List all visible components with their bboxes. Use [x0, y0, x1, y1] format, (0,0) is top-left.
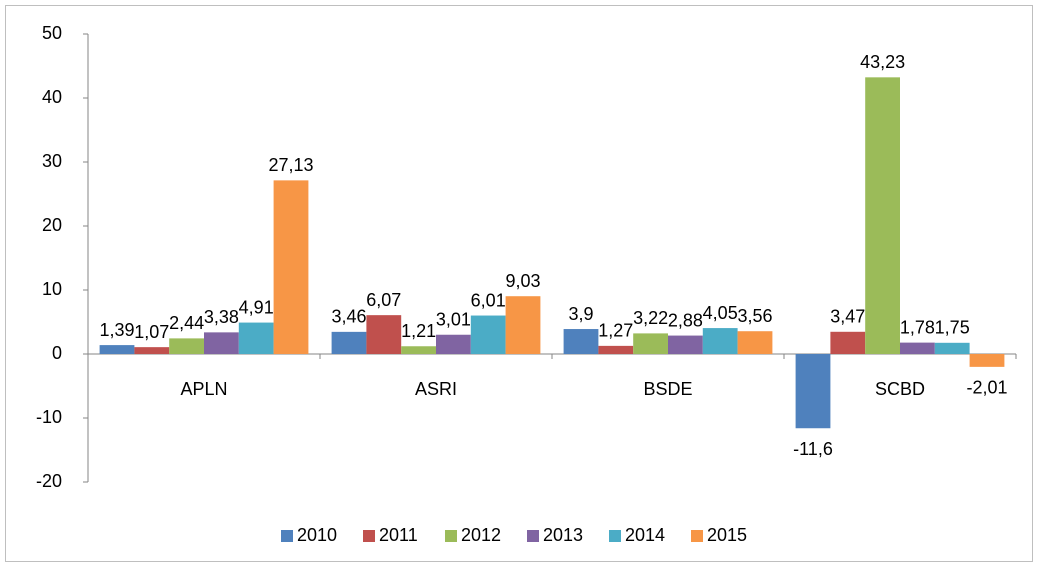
- y-tick-label: 40: [42, 87, 62, 107]
- legend-swatch: [691, 530, 703, 542]
- data-label: 3,38: [204, 307, 239, 327]
- legend-swatch: [527, 530, 539, 542]
- bar: [273, 180, 309, 354]
- x-tick-label: ASRI: [415, 379, 457, 399]
- data-label: 3,22: [633, 308, 668, 328]
- data-label: 1,39: [99, 320, 134, 340]
- bar: [401, 346, 436, 354]
- bar: [737, 331, 773, 354]
- legend-label: 2015: [707, 525, 747, 545]
- bar: [830, 331, 866, 354]
- legend-swatch: [609, 530, 621, 542]
- bar: [900, 342, 935, 354]
- chart-frame: [5, 5, 1033, 562]
- data-label: 3,46: [331, 307, 366, 327]
- legend-label: 2014: [625, 525, 665, 545]
- data-label: 6,07: [366, 290, 401, 310]
- bar: [238, 322, 274, 354]
- data-label: 4,91: [239, 297, 274, 317]
- data-label: 1,75: [935, 318, 970, 338]
- legend-label: 2013: [543, 525, 583, 545]
- data-label: 3,47: [830, 307, 865, 327]
- bar: [969, 354, 1005, 367]
- x-tick-label: APLN: [180, 379, 227, 399]
- bar: [668, 335, 703, 354]
- legend-label: 2010: [297, 525, 337, 545]
- data-label: 3,9: [568, 304, 593, 324]
- data-label: -2,01: [966, 378, 1007, 398]
- data-label: 43,23: [860, 52, 905, 72]
- x-tick-label: BSDE: [643, 379, 692, 399]
- bar: [795, 354, 831, 429]
- bar: [436, 334, 471, 354]
- legend-swatch: [445, 530, 457, 542]
- data-label: 1,78: [900, 317, 935, 337]
- legend-swatch: [281, 530, 293, 542]
- data-label: 9,03: [505, 271, 540, 291]
- y-tick-label: 20: [42, 215, 62, 235]
- legend-swatch: [363, 530, 375, 542]
- bar: [598, 345, 634, 354]
- data-label: 2,44: [169, 313, 204, 333]
- data-label: 27,13: [268, 155, 313, 175]
- x-tick-label: SCBD: [875, 379, 925, 399]
- bar: [633, 333, 668, 354]
- data-label: 3,56: [737, 306, 772, 326]
- data-label: 2,88: [668, 310, 703, 330]
- y-tick-label: 50: [42, 23, 62, 43]
- data-label: 1,27: [598, 321, 633, 341]
- y-tick-label: 30: [42, 151, 62, 171]
- y-tick-label: 10: [42, 279, 62, 299]
- bar: [366, 315, 402, 354]
- bar: [563, 329, 599, 354]
- y-tick-label: 0: [52, 343, 62, 363]
- bar: [934, 342, 970, 354]
- data-label: 1,21: [401, 321, 436, 341]
- legend-label: 2012: [461, 525, 501, 545]
- data-label: -11,6: [793, 439, 833, 459]
- y-tick-label: -20: [36, 471, 62, 491]
- data-label: 1,07: [134, 322, 169, 342]
- bar: [470, 315, 506, 354]
- bar: [505, 296, 541, 354]
- legend-label: 2011: [379, 525, 418, 545]
- bar: [169, 338, 204, 354]
- data-label: 4,05: [703, 303, 738, 323]
- y-tick-label: -10: [36, 407, 62, 427]
- data-label: 3,01: [436, 309, 471, 329]
- bar: [702, 328, 738, 354]
- bar: [865, 77, 900, 354]
- bar: [204, 332, 239, 354]
- bar: [134, 347, 170, 354]
- bar: [331, 331, 367, 354]
- bar: [99, 345, 135, 354]
- data-label: 6,01: [471, 290, 506, 310]
